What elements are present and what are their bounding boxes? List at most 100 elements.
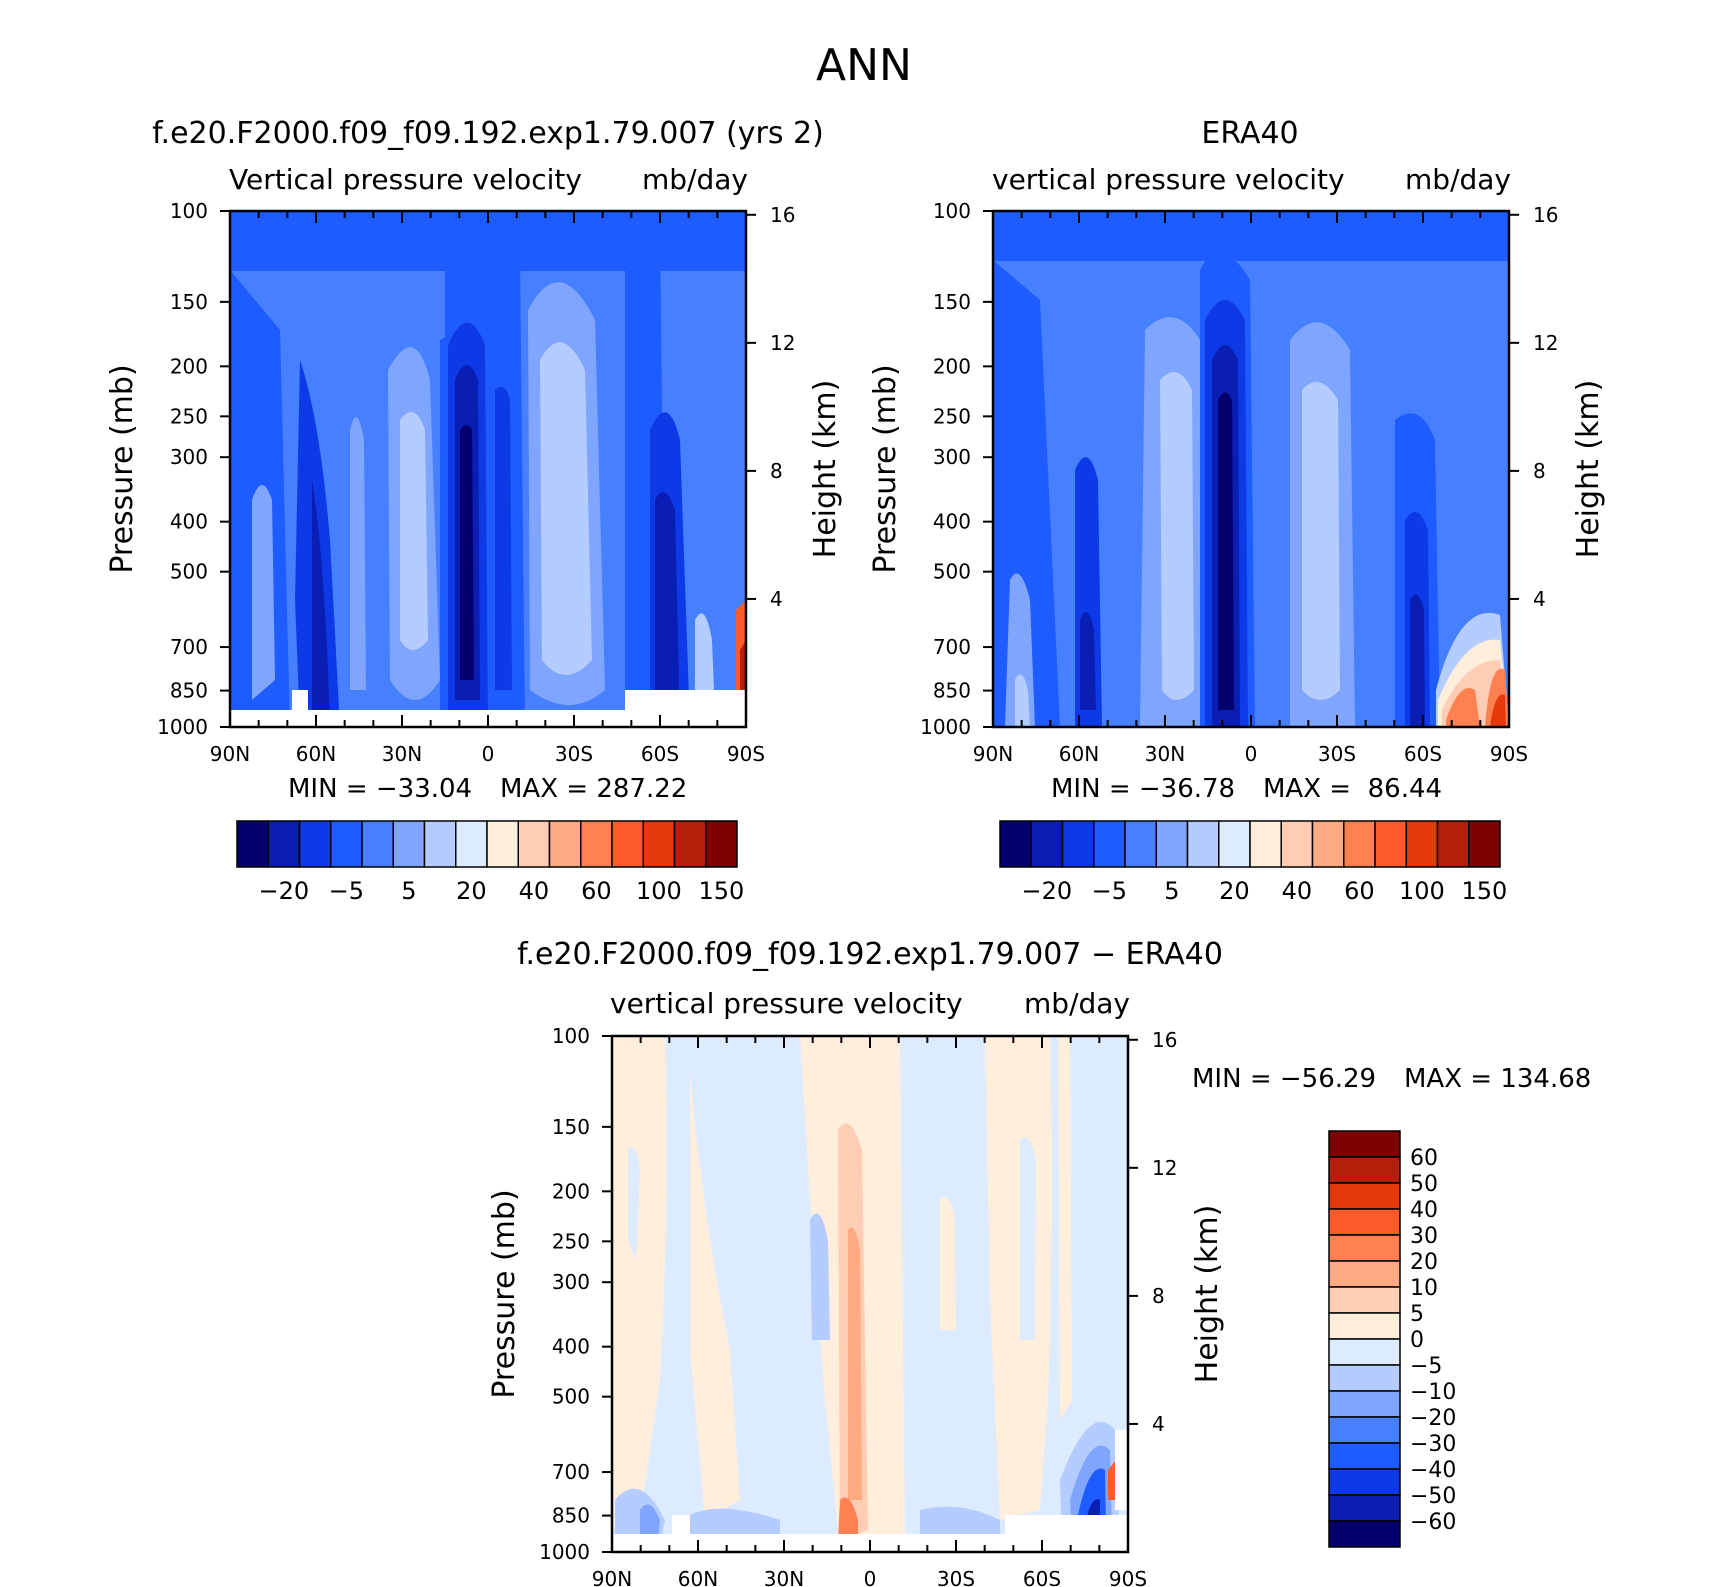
y-tick-label: 400	[933, 510, 971, 534]
colorbar-label: −10	[1410, 1380, 1456, 1405]
contour-band	[740, 640, 746, 690]
colorbar-swatch	[999, 820, 1032, 868]
units-label: mb/day	[1405, 163, 1511, 196]
colorbar-swatch	[1311, 820, 1345, 868]
y-tick-label: 700	[933, 635, 971, 659]
y2-axis-label: Height (km)	[1190, 1205, 1225, 1384]
y-tick-label: 1000	[539, 1540, 590, 1564]
max-label: MAX = 287.22	[500, 774, 687, 804]
units-label: mb/day	[642, 163, 748, 196]
colorbar-label: 60	[581, 877, 612, 905]
panel-model: f.e20.F2000.f09_f09.192.exp1.79.007 (yrs…	[105, 116, 843, 905]
y2-tick-label: 8	[1533, 459, 1546, 483]
colorbar-swatch	[705, 820, 738, 868]
y-tick-label: 850	[933, 679, 971, 703]
colorbar-label: −30	[1410, 1432, 1456, 1457]
colorbar-swatch	[1328, 1130, 1401, 1158]
contour-band	[695, 613, 714, 690]
contour-band	[252, 485, 275, 700]
x-tick-label: 60N	[1059, 742, 1099, 766]
x-tick-label: 90S	[1490, 742, 1528, 766]
y-tick-label: 500	[933, 560, 971, 584]
colorbar-label: 10	[1410, 1276, 1438, 1301]
colorbar-swatch	[1093, 820, 1126, 868]
y-tick-label: 200	[933, 354, 971, 378]
colorbar-swatch	[1328, 1260, 1401, 1288]
colorbar-label: 60	[1410, 1146, 1438, 1171]
y-tick-label: 400	[170, 510, 208, 534]
y2-tick-label: 16	[770, 203, 795, 227]
min-label: MIN = −56.29	[1192, 1064, 1376, 1094]
colorbar-swatch	[642, 820, 676, 868]
y-tick-label: 700	[170, 635, 208, 659]
page-title: ANN	[816, 40, 912, 91]
colorbar-label: 5	[1410, 1302, 1424, 1327]
colorbar-swatch	[1030, 820, 1064, 868]
y-tick-label: 850	[552, 1504, 590, 1528]
colorbar-swatch	[1328, 1494, 1401, 1522]
contour-band	[460, 425, 474, 680]
axis-ticks: 90N 60N 30N 0 30S 60S 90S 100 150 200 250 300 400 500…	[920, 199, 1558, 766]
axis-ticks: 90N 60N 30N 0 30S 60S 90S 100 150 200 250 300 400 500…	[539, 1024, 1177, 1587]
missing-data	[1115, 1430, 1128, 1510]
colorbar-swatch	[1124, 820, 1157, 868]
y2-tick-label: 8	[770, 459, 783, 483]
y2-axis-label: Height (km)	[1571, 380, 1606, 559]
x-tick-label: 60N	[296, 742, 336, 766]
y-tick-label: 300	[933, 445, 971, 469]
contour-band	[810, 1213, 830, 1340]
colorbar-swatch	[1328, 1338, 1401, 1366]
missing-data	[292, 690, 308, 712]
x-tick-label: 60S	[1023, 1567, 1061, 1587]
y-tick-label: 500	[552, 1385, 590, 1409]
colorbar-label: −20	[1410, 1406, 1456, 1431]
x-tick-label: 30S	[555, 742, 593, 766]
colorbar-label: 5	[401, 877, 416, 905]
colorbar-label: −20	[259, 877, 310, 905]
colorbar-swatch	[1061, 820, 1095, 868]
x-tick-label: 90S	[1109, 1567, 1147, 1587]
colorbar-label: 40	[519, 877, 550, 905]
colorbar-swatch	[423, 820, 457, 868]
colorbar-label: 40	[1282, 877, 1313, 905]
colorbar-swatch	[1374, 820, 1407, 868]
y-tick-label: 250	[170, 404, 208, 428]
y2-tick-label: 4	[1152, 1412, 1165, 1436]
colorbar-swatch	[548, 820, 582, 868]
plot-area	[612, 1036, 1128, 1552]
y-tick-label: 400	[552, 1335, 590, 1359]
variable-label: vertical pressure velocity	[610, 987, 963, 1020]
colorbar-swatch	[1328, 1364, 1401, 1392]
colorbar-swatch	[1328, 1390, 1401, 1418]
x-tick-label: 0	[1245, 742, 1258, 766]
colorbar-swatch	[1328, 1416, 1401, 1444]
y-tick-label: 100	[933, 199, 971, 223]
colorbar-swatch	[580, 820, 613, 868]
y-tick-label: 250	[552, 1229, 590, 1253]
colorbar-swatch	[1343, 820, 1376, 868]
colorbar-label: −50	[1410, 1484, 1456, 1509]
contour-band	[1218, 392, 1234, 710]
colorbar-swatch	[1405, 820, 1439, 868]
y2-tick-label: 12	[1533, 331, 1558, 355]
colorbar-swatch	[361, 820, 394, 868]
colorbar: −20 −5 5 20 40 60 100 150	[999, 820, 1507, 905]
colorbar-label: 150	[1461, 877, 1507, 905]
min-label: MIN = −33.04	[288, 774, 472, 804]
y-tick-label: 1000	[920, 715, 971, 739]
max-label: MAX = 134.68	[1404, 1064, 1591, 1094]
colorbar-swatch	[1328, 1520, 1401, 1548]
y-tick-label: 200	[552, 1179, 590, 1203]
colorbar-swatch	[611, 820, 644, 868]
y2-tick-label: 12	[1152, 1156, 1177, 1180]
colorbar-swatch	[392, 820, 426, 868]
colorbar-swatch	[267, 820, 301, 868]
max-label: MAX = 86.44	[1263, 774, 1442, 804]
y-tick-label: 850	[170, 679, 208, 703]
colorbar-swatch	[1328, 1182, 1401, 1210]
colorbar-swatch	[1328, 1286, 1401, 1314]
x-tick-label: 60S	[641, 742, 679, 766]
y-tick-label: 300	[552, 1270, 590, 1294]
contour-band	[350, 417, 366, 690]
